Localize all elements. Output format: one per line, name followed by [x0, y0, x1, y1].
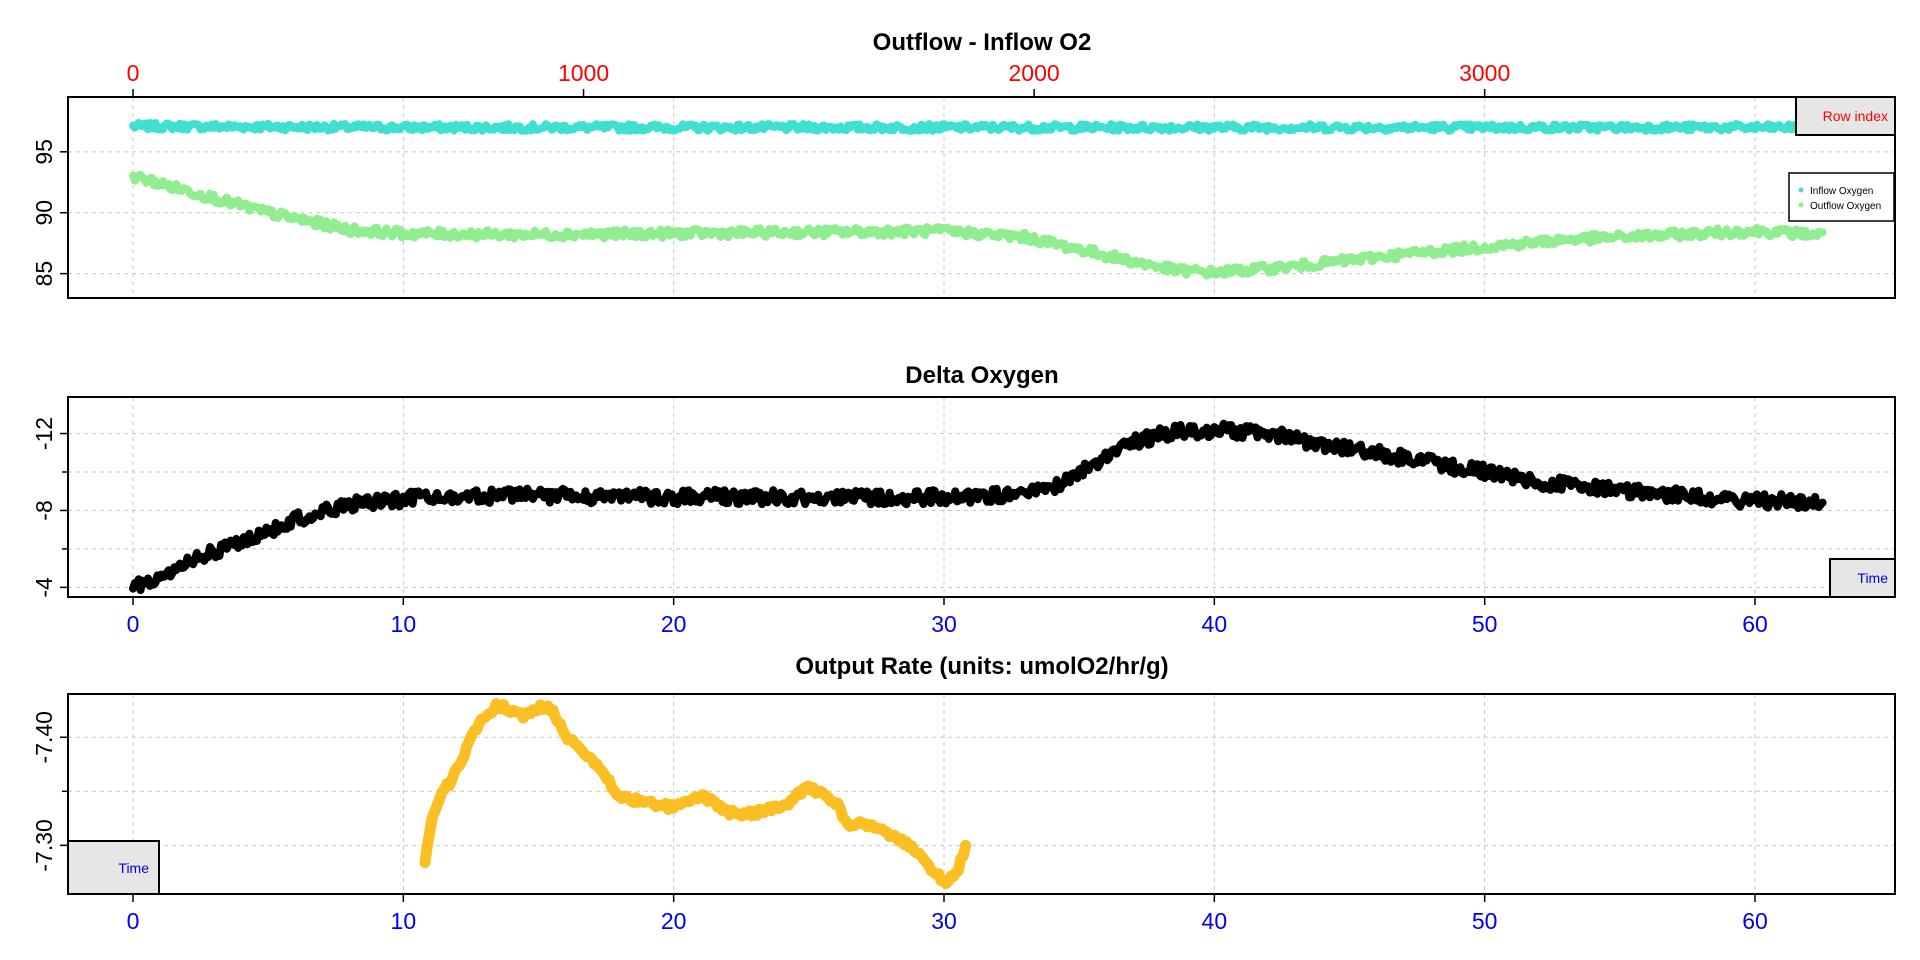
time-box-panel3: Time	[67, 840, 160, 895]
x-tick-label: 60	[1742, 611, 1768, 637]
panel1-title: Outflow - Inflow O2	[873, 29, 1092, 56]
series-line	[129, 170, 1827, 280]
row-tick-label: 1000	[558, 60, 609, 86]
panel1-y-ticks: 85 90 95	[31, 139, 68, 286]
x-tick-label: 50	[1472, 908, 1498, 934]
output-rate-panel: Output Rate (units: umolO2/hr/g) -7.40-7…	[31, 653, 1896, 934]
row-tick-label: 2000	[1009, 60, 1060, 86]
x-tick-label: 20	[661, 611, 687, 637]
legend-inflow-label: Inflow Oxygen	[1810, 186, 1873, 197]
x-tick-label: 10	[391, 908, 417, 934]
x-tick-label: 10	[391, 611, 417, 637]
row-index-ticks: 0 1000 2000 3000	[127, 60, 1510, 97]
panel3-frame	[67, 693, 1896, 895]
outflow-inflow-panel: Outflow - Inflow O2 0 1000 2000 3000 85 90 95…	[31, 29, 1896, 299]
x-tick-label: 30	[931, 908, 957, 934]
time-label-panel2: Time	[1857, 570, 1888, 586]
y-tick-label: -8	[31, 500, 57, 520]
x-tick-label: 40	[1202, 908, 1228, 934]
y-tick-label: 95	[31, 139, 57, 165]
y-tick-label: -12	[31, 417, 57, 450]
panel3-grid	[68, 694, 1895, 894]
series-line	[419, 698, 972, 890]
panel2-x-ticks: 0 10 20 30 40 50 60	[127, 597, 1768, 637]
legend-outflow-marker	[1798, 202, 1804, 208]
panel3-x-ticks: 0 10 20 30 40 50 60	[127, 894, 1768, 934]
x-tick-label: 50	[1472, 611, 1498, 637]
x-tick-label: 60	[1742, 908, 1768, 934]
time-label-panel3: Time	[118, 860, 149, 876]
legend-inflow-marker	[1798, 187, 1804, 193]
y-tick-label: -7.40	[31, 711, 57, 763]
panel1-series	[129, 119, 1827, 280]
time-box-panel2-bg	[1829, 558, 1896, 598]
panel2-frame	[67, 396, 1896, 598]
row-index-box: Row index	[1795, 96, 1896, 136]
series-line	[129, 119, 1827, 135]
panel3-series	[419, 698, 972, 890]
y-tick-label: -4	[31, 577, 57, 598]
time-box-panel2: Time	[1829, 558, 1896, 598]
panel2-y-ticks: -12 -8 -4	[31, 417, 68, 598]
row-index-label: Row index	[1823, 108, 1888, 124]
panel3-y-ticks: -7.40 -7.30	[31, 711, 68, 872]
y-tick-label: -7.30	[31, 819, 57, 871]
panel2-series	[129, 419, 1827, 595]
panel3-title: Output Rate (units: umolO2/hr/g)	[795, 653, 1168, 680]
x-tick-label: 0	[127, 611, 140, 637]
row-tick-label: 0	[127, 60, 140, 86]
legend-box	[1788, 172, 1895, 222]
row-tick-label: 3000	[1459, 60, 1510, 86]
panel1-frame	[67, 96, 1896, 299]
delta-oxygen-panel: Delta Oxygen -12 -8 -4 0 10 20 30 40 50 60 Time	[31, 362, 1896, 637]
x-tick-label: 20	[661, 908, 687, 934]
y-tick-label: 90	[31, 200, 57, 226]
x-tick-label: 30	[931, 611, 957, 637]
panel2-title: Delta Oxygen	[905, 362, 1058, 389]
legend-outflow-label: Outflow Oxygen	[1810, 201, 1881, 212]
x-tick-label: 0	[127, 908, 140, 934]
series-line	[129, 419, 1827, 595]
y-tick-label: 85	[31, 261, 57, 287]
time-box-panel3-bg	[67, 840, 160, 895]
row-index-box-bg	[1795, 96, 1896, 136]
x-tick-label: 40	[1202, 611, 1228, 637]
legend: Inflow Oxygen Outflow Oxygen	[1788, 172, 1895, 222]
